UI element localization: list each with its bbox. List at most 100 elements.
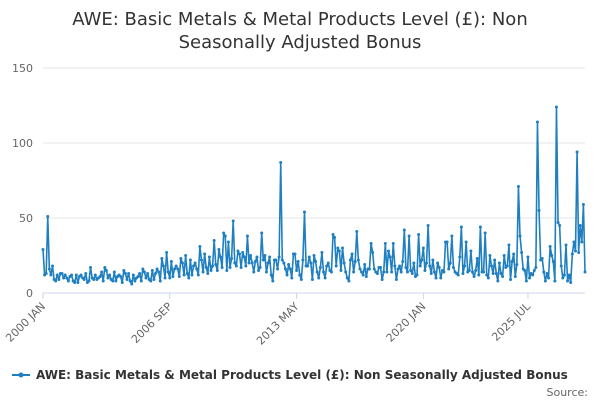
data-point[interactable] (352, 270, 356, 274)
data-point[interactable] (264, 270, 268, 274)
data-point[interactable] (429, 272, 433, 275)
data-point[interactable] (483, 231, 487, 235)
data-point[interactable] (154, 272, 158, 275)
data-point[interactable] (528, 276, 532, 280)
data-point[interactable] (421, 246, 425, 250)
data-point[interactable] (513, 275, 517, 278)
data-point[interactable] (353, 260, 357, 263)
data-point[interactable] (214, 263, 218, 266)
data-point[interactable] (306, 264, 310, 268)
data-point[interactable] (161, 264, 165, 268)
data-point[interactable] (62, 276, 66, 280)
data-point[interactable] (577, 251, 581, 254)
series-group[interactable] (41, 105, 587, 286)
data-point[interactable] (558, 224, 562, 227)
data-point[interactable] (100, 270, 104, 274)
data-point[interactable] (418, 264, 422, 268)
data-point[interactable] (287, 263, 291, 266)
data-point[interactable] (336, 246, 340, 250)
data-point[interactable] (463, 264, 467, 268)
data-point[interactable] (415, 273, 419, 277)
data-point[interactable] (196, 273, 200, 277)
data-point[interactable] (345, 276, 349, 280)
data-point[interactable] (561, 276, 565, 280)
data-point[interactable] (434, 276, 438, 280)
data-point[interactable] (298, 273, 302, 277)
data-point[interactable] (55, 273, 59, 277)
data-point[interactable] (123, 272, 127, 275)
data-point[interactable] (236, 249, 240, 253)
data-point[interactable] (257, 269, 261, 272)
data-point[interactable] (524, 279, 528, 283)
data-point[interactable] (166, 270, 170, 274)
data-point[interactable] (207, 255, 211, 259)
data-point[interactable] (493, 258, 497, 262)
data-point[interactable] (404, 266, 408, 269)
data-point[interactable] (509, 278, 513, 281)
data-point[interactable] (341, 246, 345, 250)
data-point[interactable] (241, 251, 245, 254)
data-point[interactable] (255, 255, 259, 259)
data-point[interactable] (234, 264, 238, 268)
data-point[interactable] (550, 254, 554, 257)
data-point[interactable] (302, 210, 306, 214)
data-point[interactable] (497, 261, 501, 265)
data-point[interactable] (409, 269, 413, 272)
data-point[interactable] (249, 254, 253, 257)
data-point[interactable] (496, 279, 500, 283)
data-point[interactable] (554, 105, 558, 109)
data-point[interactable] (44, 272, 48, 275)
data-point[interactable] (501, 275, 505, 278)
data-point[interactable] (176, 267, 180, 271)
data-point[interactable] (385, 270, 389, 274)
data-point[interactable] (412, 261, 416, 265)
data-point[interactable] (447, 267, 451, 271)
data-point[interactable] (532, 269, 536, 272)
data-point[interactable] (111, 279, 115, 283)
data-point[interactable] (144, 276, 148, 280)
data-point[interactable] (295, 269, 299, 272)
data-point[interactable] (185, 272, 189, 275)
data-point[interactable] (211, 264, 215, 268)
data-point[interactable] (526, 255, 530, 259)
data-point[interactable] (320, 251, 324, 254)
legend[interactable]: AWE: Basic Metals & Metal Products Level… (12, 368, 568, 382)
data-point[interactable] (390, 270, 394, 274)
legend-label[interactable]: AWE: Basic Metals & Metal Products Level… (36, 368, 568, 382)
data-point[interactable] (583, 270, 587, 274)
data-point[interactable] (93, 273, 97, 277)
data-point[interactable] (520, 251, 524, 254)
data-point[interactable] (510, 260, 514, 263)
data-point[interactable] (65, 276, 69, 280)
data-point[interactable] (266, 261, 270, 265)
data-point[interactable] (369, 242, 373, 245)
data-point[interactable] (334, 264, 338, 268)
data-point[interactable] (356, 258, 360, 262)
data-point[interactable] (141, 267, 145, 271)
data-point[interactable] (482, 270, 486, 274)
data-point[interactable] (279, 161, 283, 164)
data-point[interactable] (461, 272, 465, 275)
data-point[interactable] (573, 249, 577, 253)
data-point[interactable] (348, 258, 352, 262)
data-point[interactable] (252, 270, 256, 274)
data-point[interactable] (223, 234, 227, 238)
data-point[interactable] (157, 270, 161, 274)
data-point[interactable] (274, 258, 278, 262)
data-point[interactable] (245, 234, 249, 238)
data-point[interactable] (417, 233, 421, 236)
data-point[interactable] (396, 267, 400, 271)
data-point[interactable] (322, 270, 326, 274)
data-point[interactable] (572, 240, 576, 244)
data-point[interactable] (206, 272, 210, 275)
data-point[interactable] (431, 258, 435, 262)
data-point[interactable] (104, 269, 108, 272)
data-point[interactable] (355, 230, 359, 233)
data-point[interactable] (146, 272, 150, 275)
data-point[interactable] (490, 264, 493, 268)
data-point[interactable] (84, 272, 88, 275)
data-point[interactable] (165, 251, 169, 254)
data-point[interactable] (203, 252, 207, 256)
data-point[interactable] (486, 276, 490, 280)
data-point[interactable] (364, 275, 368, 278)
